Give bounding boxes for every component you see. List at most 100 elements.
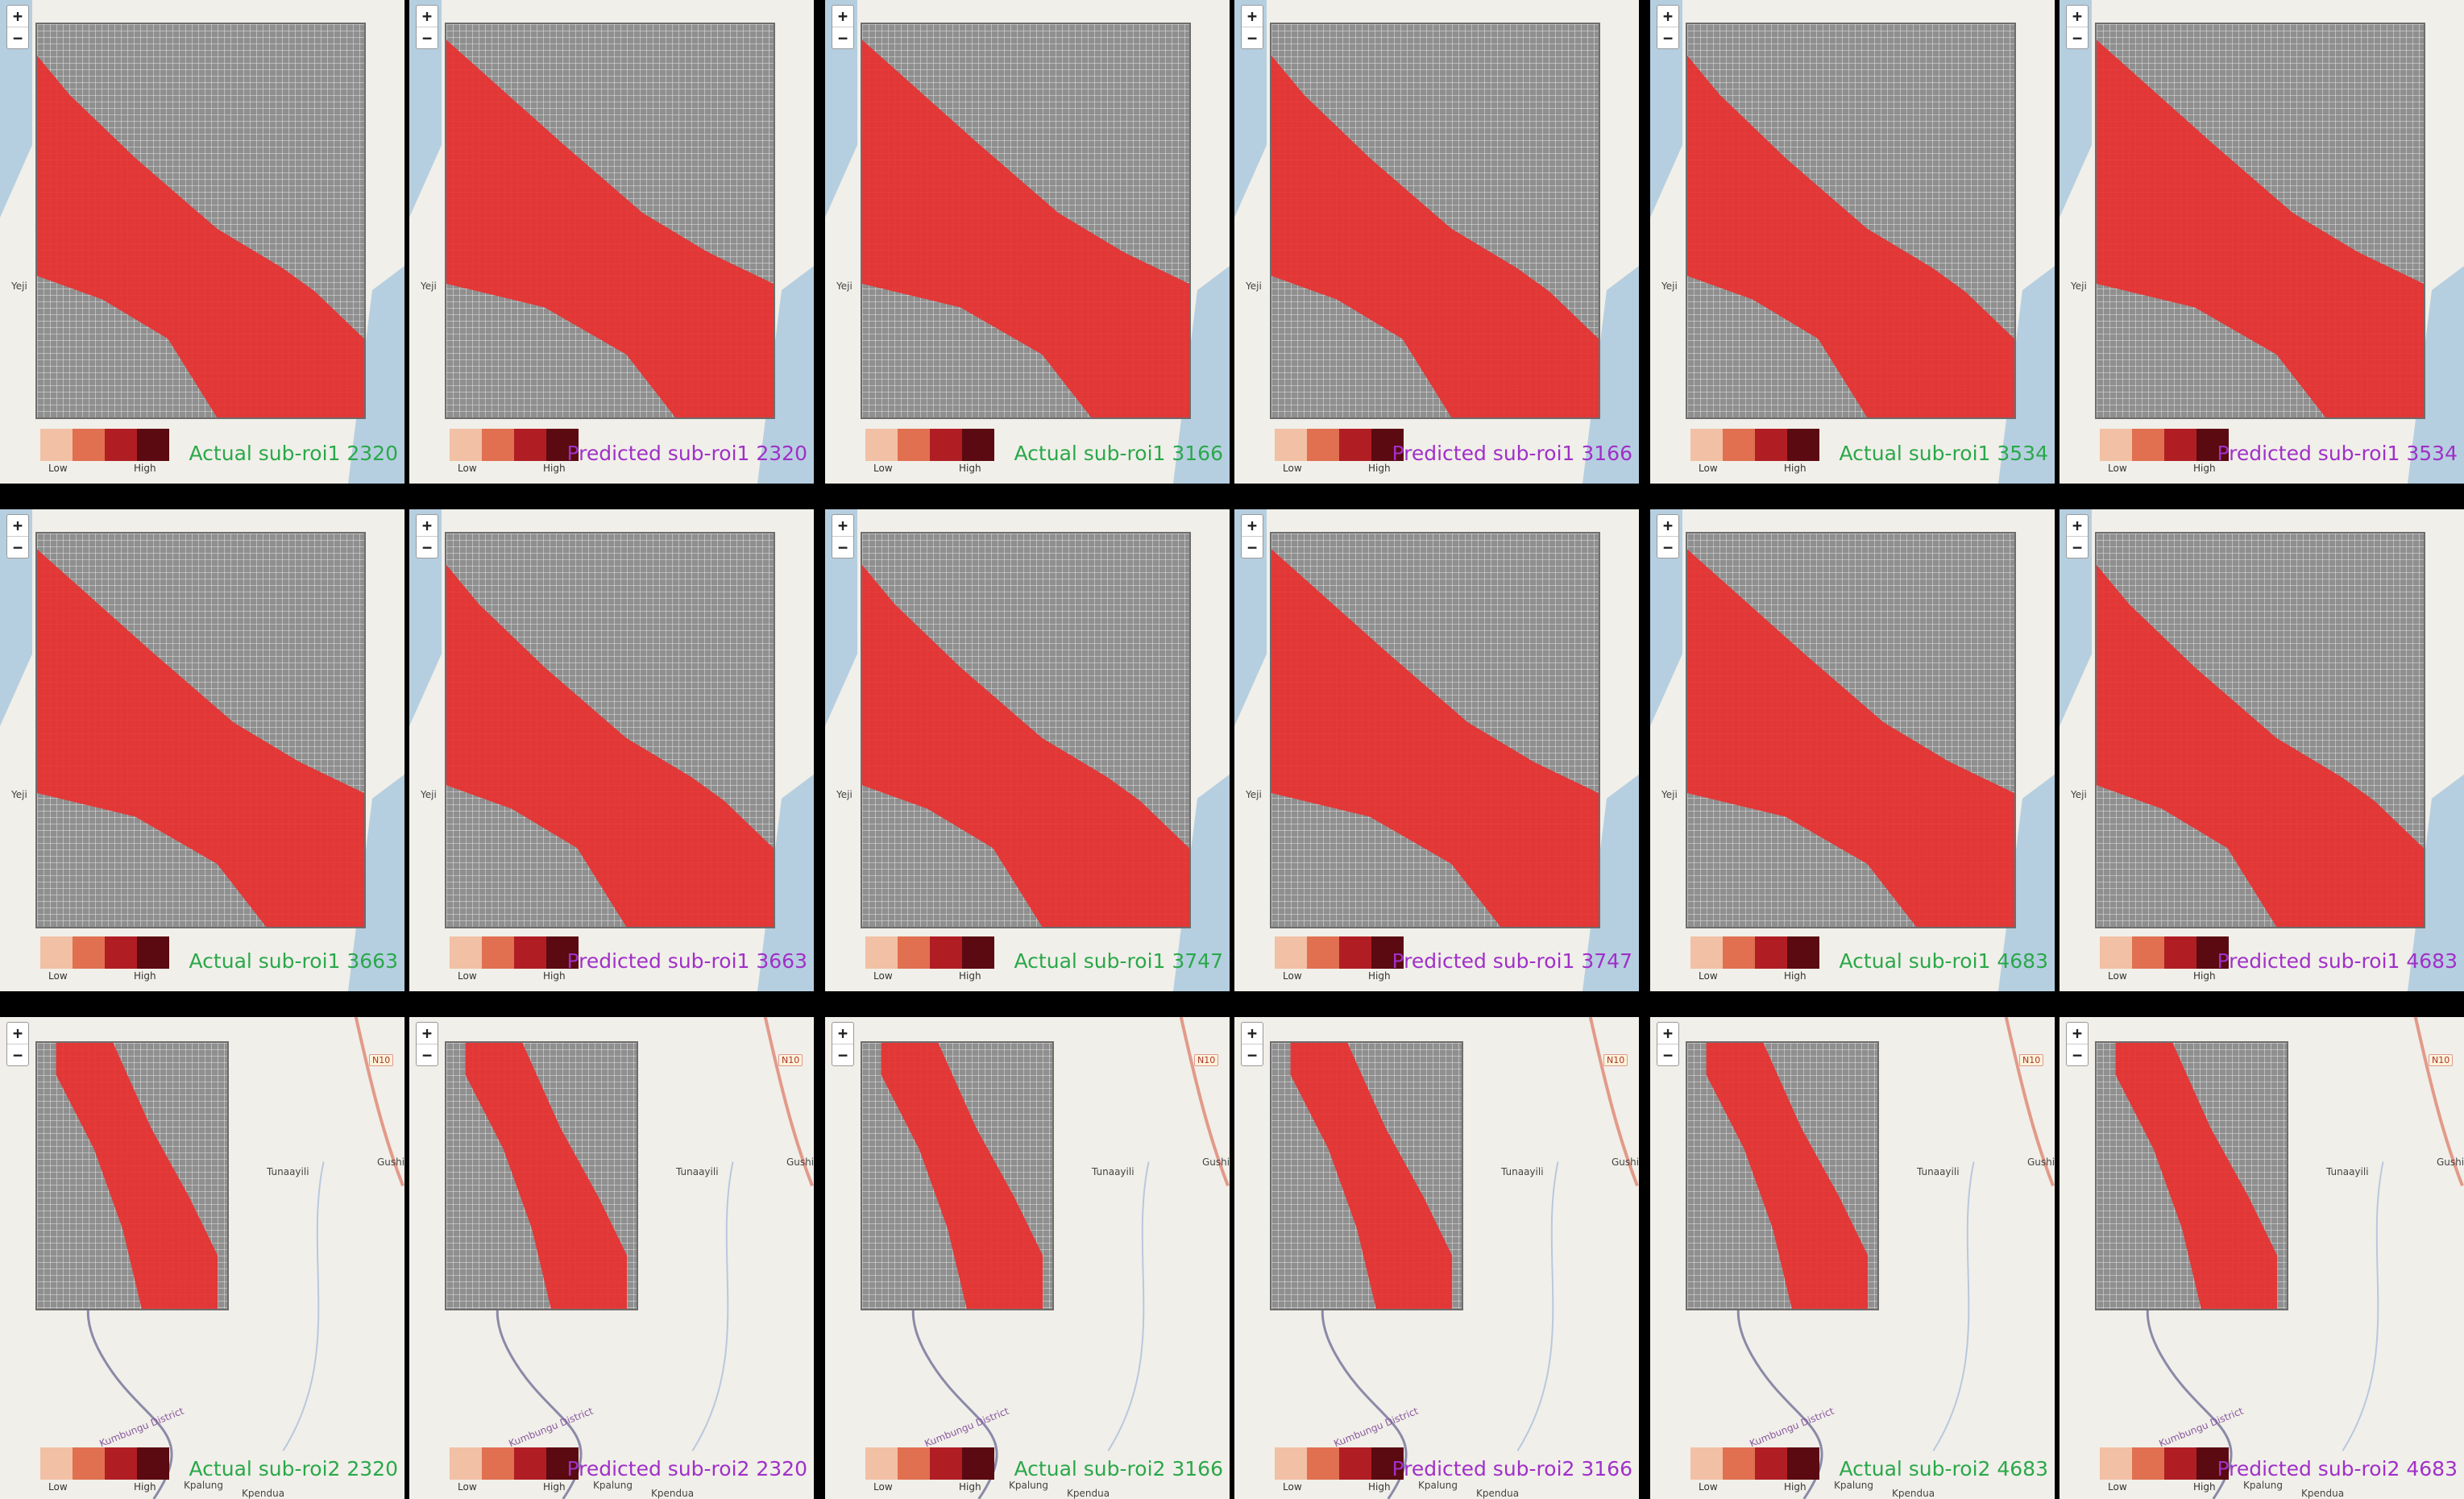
- legend-swatch: [865, 1447, 898, 1480]
- prediction-grid[interactable]: [1270, 23, 1600, 419]
- zoom-in-button[interactable]: +: [12, 6, 23, 26]
- zoom-in-button[interactable]: +: [1247, 1024, 1258, 1043]
- prediction-grid[interactable]: [445, 23, 775, 419]
- map-panel[interactable]: + − Yeji Low High Actual sub-roi1 4683: [1650, 509, 2055, 991]
- legend-low-label: Low: [48, 1481, 68, 1493]
- zoom-out-button[interactable]: −: [2067, 1044, 2088, 1065]
- legend-swatch: [450, 429, 482, 461]
- basemap[interactable]: [409, 509, 814, 991]
- map-panel[interactable]: + − Yeji Low High Predicted sub-roi1 3663: [409, 509, 814, 991]
- zoom-out-button[interactable]: −: [1242, 1044, 1263, 1065]
- map-panel[interactable]: + − Yeji Low High Predicted sub-roi1 3166: [1234, 0, 1639, 484]
- map-panel[interactable]: + − Yeji Low High Predicted sub-roi1 4683: [2060, 509, 2464, 991]
- map-panel[interactable]: + − Tunaayili Gushi N10 Kpalung Kpendua Kumbung…: [1234, 1017, 1639, 1499]
- prediction-grid[interactable]: [2095, 23, 2425, 419]
- zoom-out-button[interactable]: −: [2067, 536, 2088, 558]
- map-panel[interactable]: + − Tunaayili Gushi N10 Kpalung Kpendua Kumbung…: [409, 1017, 814, 1499]
- map-panel[interactable]: + − Yeji Low High Actual sub-roi1 2320: [0, 0, 404, 484]
- map-panel[interactable]: + − Yeji Low High Predicted sub-roi1 2320: [409, 0, 814, 484]
- legend-swatch: [1339, 936, 1371, 969]
- zoom-in-button[interactable]: +: [837, 6, 848, 26]
- basemap[interactable]: [825, 0, 1230, 484]
- zoom-in-button[interactable]: +: [421, 6, 433, 26]
- zoom-out-button[interactable]: −: [832, 536, 853, 558]
- color-legend: [865, 429, 994, 461]
- zoom-in-button[interactable]: +: [12, 516, 23, 535]
- zoom-control: + −: [6, 514, 29, 558]
- zoom-out-button[interactable]: −: [1657, 1044, 1678, 1065]
- map-panel[interactable]: + − Yeji Low High Predicted sub-roi1 3534: [2060, 0, 2464, 484]
- zoom-out-button[interactable]: −: [417, 536, 438, 558]
- color-legend: [40, 429, 169, 461]
- zoom-out-button[interactable]: −: [417, 1044, 438, 1065]
- basemap[interactable]: [1650, 509, 2055, 991]
- prediction-grid[interactable]: [1686, 532, 2016, 928]
- zoom-in-button[interactable]: +: [837, 516, 848, 535]
- map-panel[interactable]: + − Yeji Low High Predicted sub-roi1 3747: [1234, 509, 1639, 991]
- zoom-out-button[interactable]: −: [832, 27, 853, 48]
- map-panel[interactable]: + − Tunaayili Gushi N10 Kpalung Kpendua Kumbung…: [1650, 1017, 2055, 1499]
- legend-swatch: [2132, 1447, 2164, 1480]
- zoom-out-button[interactable]: −: [7, 536, 28, 558]
- basemap[interactable]: [1234, 0, 1639, 484]
- basemap[interactable]: [0, 509, 404, 991]
- basemap[interactable]: [1650, 0, 2055, 484]
- map-panel[interactable]: + − Yeji Low High Actual sub-roi1 3534: [1650, 0, 2055, 484]
- zoom-out-button[interactable]: −: [2067, 27, 2088, 48]
- prediction-grid[interactable]: [2095, 532, 2425, 928]
- prediction-grid[interactable]: [861, 23, 1191, 419]
- panel-caption: Predicted sub-roi2 3166: [1392, 1457, 1632, 1480]
- zoom-out-button[interactable]: −: [417, 27, 438, 48]
- prediction-grid[interactable]: [1686, 1041, 1879, 1310]
- zoom-in-button[interactable]: +: [12, 1024, 23, 1043]
- map-panel[interactable]: + − Yeji Low High Actual sub-roi1 3747: [825, 509, 1230, 991]
- prediction-grid[interactable]: [1270, 532, 1600, 928]
- prediction-grid[interactable]: [861, 1041, 1054, 1310]
- zoom-control: + −: [2066, 514, 2089, 558]
- prediction-grid[interactable]: [861, 532, 1191, 928]
- zoom-out-button[interactable]: −: [1242, 27, 1263, 48]
- prediction-grid[interactable]: [445, 532, 775, 928]
- basemap[interactable]: [2060, 509, 2464, 991]
- zoom-in-button[interactable]: +: [2072, 6, 2083, 26]
- zoom-in-button[interactable]: +: [421, 1024, 433, 1043]
- zoom-in-button[interactable]: +: [1247, 516, 1258, 535]
- basemap[interactable]: [1234, 509, 1639, 991]
- zoom-in-button[interactable]: +: [837, 1024, 848, 1043]
- map-panel[interactable]: + − Tunaayili Gushi N10 Kpalung Kpendua Kumbung…: [0, 1017, 404, 1499]
- stream-line: [1932, 1161, 1975, 1451]
- zoom-out-button[interactable]: −: [7, 27, 28, 48]
- color-legend: [40, 936, 169, 969]
- basemap[interactable]: [0, 0, 404, 484]
- zoom-in-button[interactable]: +: [1662, 1024, 1674, 1043]
- zoom-out-button[interactable]: −: [832, 1044, 853, 1065]
- zoom-in-button[interactable]: +: [421, 516, 433, 535]
- map-panel[interactable]: + − Yeji Low High Actual sub-roi1 3166: [825, 0, 1230, 484]
- zoom-in-button[interactable]: +: [1662, 6, 1674, 26]
- prediction-grid[interactable]: [1270, 1041, 1463, 1310]
- basemap[interactable]: [409, 0, 814, 484]
- map-panel[interactable]: + − Tunaayili Gushi N10 Kpalung Kpendua Kumbung…: [2060, 1017, 2464, 1499]
- legend-swatch: [898, 429, 930, 461]
- prediction-grid[interactable]: [35, 23, 366, 419]
- basemap[interactable]: [825, 509, 1230, 991]
- prediction-grid[interactable]: [35, 532, 366, 928]
- legend-swatch: [482, 936, 514, 969]
- prediction-grid[interactable]: [2095, 1041, 2288, 1310]
- zoom-control: + −: [1657, 514, 1679, 558]
- basemap[interactable]: [2060, 0, 2464, 484]
- zoom-out-button[interactable]: −: [7, 1044, 28, 1065]
- zoom-in-button[interactable]: +: [1662, 516, 1674, 535]
- zoom-out-button[interactable]: −: [1657, 27, 1678, 48]
- zoom-in-button[interactable]: +: [2072, 1024, 2083, 1043]
- prediction-grid[interactable]: [445, 1041, 638, 1310]
- zoom-out-button[interactable]: −: [1242, 536, 1263, 558]
- zoom-in-button[interactable]: +: [1247, 6, 1258, 26]
- zoom-in-button[interactable]: +: [2072, 516, 2083, 535]
- map-panel[interactable]: + − Tunaayili Gushi N10 Kpalung Kpendua Kumbung…: [825, 1017, 1230, 1499]
- zoom-out-button[interactable]: −: [1657, 536, 1678, 558]
- map-panel[interactable]: + − Yeji Low High Actual sub-roi1 3663: [0, 509, 404, 991]
- prediction-grid[interactable]: [1686, 23, 2016, 419]
- legend-labels: Low High: [2100, 970, 2229, 983]
- prediction-grid[interactable]: [35, 1041, 229, 1310]
